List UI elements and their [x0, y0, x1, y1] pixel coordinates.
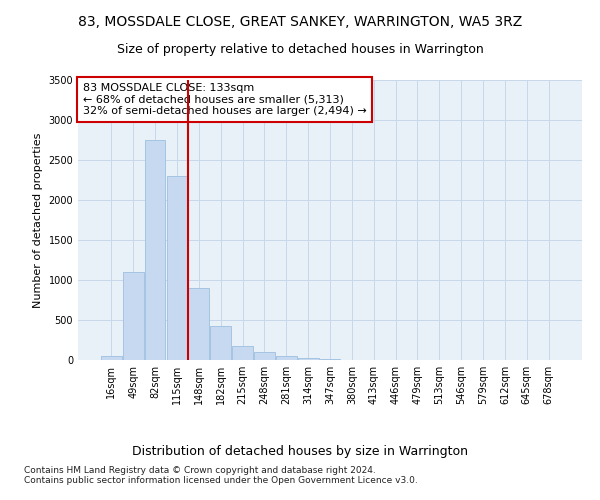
Bar: [298, 358, 319, 360]
Bar: [210, 326, 231, 360]
Text: Distribution of detached houses by size in Warrington: Distribution of detached houses by size …: [132, 444, 468, 458]
Bar: [101, 356, 122, 360]
Text: Contains HM Land Registry data © Crown copyright and database right 2024.
Contai: Contains HM Land Registry data © Crown c…: [24, 466, 418, 485]
Text: 83 MOSSDALE CLOSE: 133sqm
← 68% of detached houses are smaller (5,313)
32% of se: 83 MOSSDALE CLOSE: 133sqm ← 68% of detac…: [83, 83, 367, 116]
Bar: [232, 346, 253, 360]
Text: Size of property relative to detached houses in Warrington: Size of property relative to detached ho…: [116, 42, 484, 56]
Y-axis label: Number of detached properties: Number of detached properties: [33, 132, 43, 308]
Bar: [188, 288, 209, 360]
Bar: [145, 140, 166, 360]
Bar: [254, 352, 275, 360]
Bar: [276, 356, 296, 360]
Bar: [123, 272, 143, 360]
Bar: [320, 359, 340, 360]
Bar: [167, 176, 187, 360]
Text: 83, MOSSDALE CLOSE, GREAT SANKEY, WARRINGTON, WA5 3RZ: 83, MOSSDALE CLOSE, GREAT SANKEY, WARRIN…: [78, 15, 522, 29]
